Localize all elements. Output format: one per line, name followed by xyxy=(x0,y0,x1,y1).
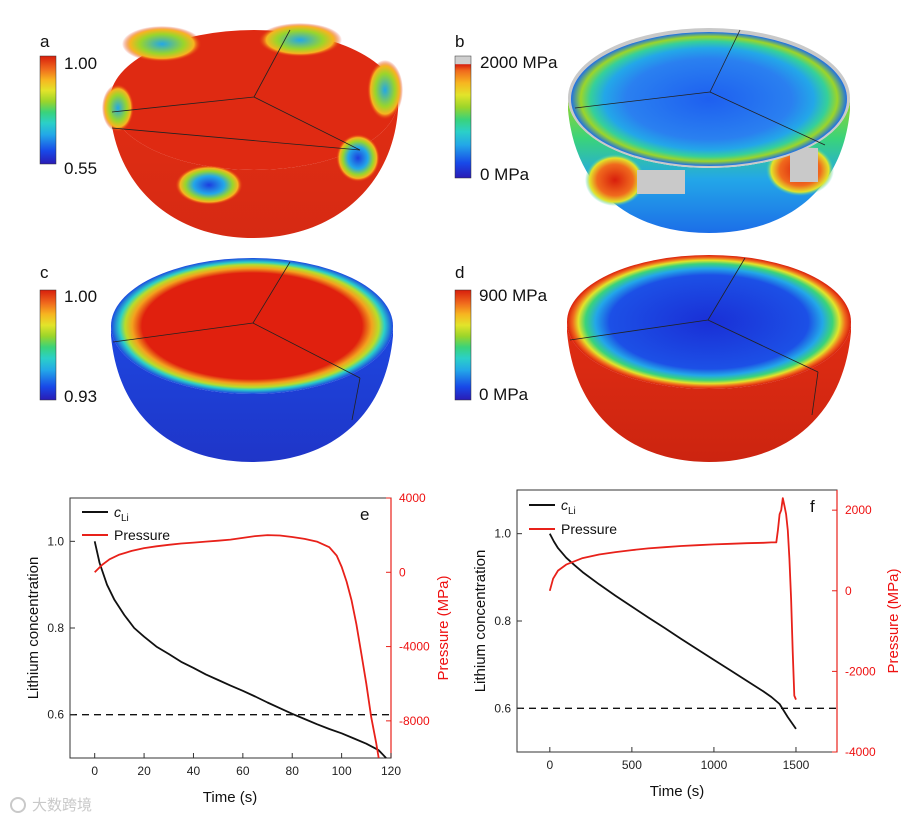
panel-a-top-spot xyxy=(122,26,202,62)
chart-e-y-tick-label: 0.8 xyxy=(47,621,64,635)
panel-b-top-face xyxy=(571,32,847,166)
chart-f-y-tick-label: 1.0 xyxy=(494,527,511,541)
chart-f-xlabel: Time (s) xyxy=(650,783,704,800)
panel-c-letter: c xyxy=(40,263,49,282)
panel-b-colorbar-max: 2000 MPa xyxy=(480,53,558,72)
chart-e-y2label: Pressure (MPa) xyxy=(435,575,452,680)
panel-a: a 1.00 0.55 xyxy=(39,23,403,238)
chart-f-y2-tick-label: -2000 xyxy=(845,664,876,678)
chart-f-series-cli xyxy=(549,533,797,730)
chart-f-y2-tick-label: -4000 xyxy=(845,745,876,759)
panel-a-top-spot xyxy=(102,84,134,132)
panel-b-mesh-lines xyxy=(574,29,826,146)
panel-c-colorbar xyxy=(39,289,57,401)
panel-b-colorbar-min: 0 MPa xyxy=(480,165,530,184)
panel-b-hotspot xyxy=(585,154,645,206)
watermark-logo-icon xyxy=(10,797,26,813)
panel-b-saturated-region xyxy=(790,148,818,182)
watermark-text: 大数跨境 xyxy=(32,796,92,814)
chart-e-legend: cLi Pressure xyxy=(82,504,170,543)
chart-e-x-tick-label: 20 xyxy=(137,764,151,778)
chart-e-y-tick-label: 0.6 xyxy=(47,708,64,722)
chart-e-series-cli xyxy=(93,541,387,759)
chart-f-y2-tick-label: 0 xyxy=(845,584,852,598)
chart-f: 0 500 1000 1500 0.6 0.8 1.0 -4000 -2000 0 2000 f c… xyxy=(472,489,902,800)
panel-b-letter: b xyxy=(455,32,464,51)
panel-d-colorbar-max: 900 MPa xyxy=(479,286,548,305)
chart-e-x-tick-label: 60 xyxy=(236,764,250,778)
panel-a-letter: a xyxy=(40,32,50,51)
panel-a-colorbar xyxy=(39,55,57,165)
panel-c: c 1.00 0.93 xyxy=(39,258,393,462)
chart-f-legend-label-cli: cLi xyxy=(561,497,576,517)
panel-a-top-spot xyxy=(367,60,403,120)
panel-d-letter: d xyxy=(455,263,464,282)
panel-c-colorbar-max: 1.00 xyxy=(64,287,97,306)
panel-d-colorbar-min: 0 MPa xyxy=(479,385,529,404)
chart-e-x-tick-label: 80 xyxy=(286,764,300,778)
panel-a-side-spot xyxy=(175,165,243,205)
chart-e-xlabel: Time (s) xyxy=(203,789,257,806)
chart-e-series-pressure xyxy=(94,534,380,759)
panel-a-side-spot xyxy=(336,134,380,182)
chart-e-x-tick-label: 120 xyxy=(381,764,401,778)
chart-f-y2label: Pressure (MPa) xyxy=(885,568,902,673)
chart-e-y-tick-label: 1.0 xyxy=(47,534,64,548)
chart-e: 0 20 40 60 80 100 1200.60.81.0-8000-400004000 … xyxy=(25,491,452,806)
chart-f-legend: cLi Pressure xyxy=(529,497,617,537)
chart-e-legend-label-cli: cLi xyxy=(114,504,129,524)
chart-e-y2-tick-label: -4000 xyxy=(399,640,430,654)
chart-f-y-tick-label: 0.8 xyxy=(494,614,511,628)
chart-e-ylabel: Lithium concentration xyxy=(25,557,42,700)
panel-d-hemisphere-body xyxy=(567,322,851,462)
panel-d-colorbar xyxy=(454,289,472,401)
panel-a-colorbar-max: 1.00 xyxy=(64,54,97,73)
panel-a-colorbar-min: 0.55 xyxy=(64,159,97,178)
panel-b-colorbar xyxy=(454,55,472,179)
chart-e-y2-tick-label: -8000 xyxy=(399,714,430,728)
panel-a-top-face xyxy=(110,30,398,170)
chart-f-legend-label-pressure: Pressure xyxy=(561,521,617,537)
chart-e-x-tick-label: 40 xyxy=(187,764,201,778)
panel-d-top-face xyxy=(567,255,851,389)
chart-e-x-tick-label: 100 xyxy=(332,764,352,778)
panel-c-top-face xyxy=(111,258,393,394)
chart-e-x-tick-label: 0 xyxy=(91,764,98,778)
panel-b-saturated-region xyxy=(637,170,685,194)
chart-e-legend-label-pressure: Pressure xyxy=(114,527,170,543)
panel-d-mesh-lines xyxy=(569,257,819,416)
chart-f-series-pressure xyxy=(548,497,797,700)
chart-e-panel-letter: e xyxy=(360,505,369,524)
chart-f-ylabel: Lithium concentration xyxy=(472,550,489,693)
chart-f-panel-letter: f xyxy=(810,497,815,516)
chart-e-y2-tick-label: 4000 xyxy=(399,491,426,505)
panel-c-colorbar-min: 0.93 xyxy=(64,387,97,406)
panel-c-mesh-lines xyxy=(112,261,361,421)
chart-f-y2-tick-label: 2000 xyxy=(845,503,872,517)
chart-f-x-tick-label: 1000 xyxy=(701,758,728,772)
chart-f-y-tick-label: 0.6 xyxy=(494,701,511,715)
chart-e-y2-tick-label: 0 xyxy=(399,565,406,579)
chart-f-x-tick-label: 500 xyxy=(622,758,642,772)
panel-d: d 900 MPa 0 MPa xyxy=(454,255,851,462)
panel-b: b 2000 MPa 0 MPa xyxy=(454,28,850,233)
panel-b-hemisphere-body xyxy=(568,98,850,233)
watermark: 大数跨境 xyxy=(10,796,92,814)
chart-f-x-tick-label: 0 xyxy=(546,758,553,772)
chart-f-x-tick-label: 1500 xyxy=(783,758,810,772)
panel-a-mesh-lines xyxy=(111,29,361,151)
panel-a-top-spot xyxy=(258,23,342,57)
